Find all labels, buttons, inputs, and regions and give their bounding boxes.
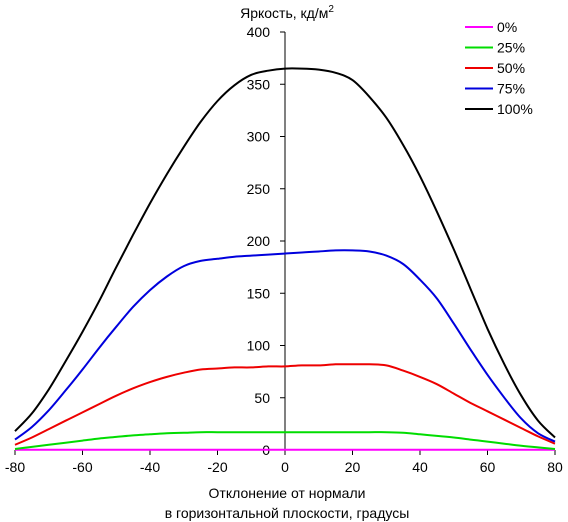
axes: -80 -60 -40 -20 0 20 40 60 800501001502002503003… [5,24,563,475]
x-tick-label: 40 [412,459,428,475]
y-tick-label: 50 [254,390,270,406]
x-tick-label: -60 [72,459,92,475]
y-tick-label: 350 [247,76,271,92]
y-tick-label: 100 [247,338,271,354]
legend-label-75pct: 75% [497,81,525,97]
series-line-50pct [14,363,556,446]
y-tick-label: 200 [247,233,271,249]
x-axis-title-line2: в горизонтальной плоскости, градусы [165,505,410,521]
legend-label-50pct: 50% [497,60,525,76]
y-axis-title-superscript: 2 [328,4,334,15]
x-tick-label: -80 [5,459,25,475]
y-axis-title: Яркость, кд/м2 [240,4,334,21]
x-tick-label: 20 [345,459,361,475]
y-tick-label: 400 [247,24,271,40]
x-tick-label: -20 [207,459,227,475]
legend-label-0pct: 0% [497,19,517,35]
x-axis-title-line1: Отклонение от нормали [209,485,366,501]
y-tick-label: 250 [247,181,271,197]
x-tick-label: 60 [480,459,496,475]
series-line-100pct [14,67,556,439]
series-line-75pct [14,249,556,443]
x-tick-label: -40 [140,459,160,475]
legend-label-100pct: 100% [497,101,533,117]
legend: 0% 25% 50% 75% 100% [465,19,533,117]
x-tick-label: 0 [281,459,289,475]
series-group [14,67,556,451]
series-line-25pct [14,431,556,450]
x-tick-label: 80 [547,459,563,475]
y-tick-label: 150 [247,285,271,301]
legend-label-25pct: 25% [497,40,525,56]
y-tick-label: 300 [247,129,271,145]
